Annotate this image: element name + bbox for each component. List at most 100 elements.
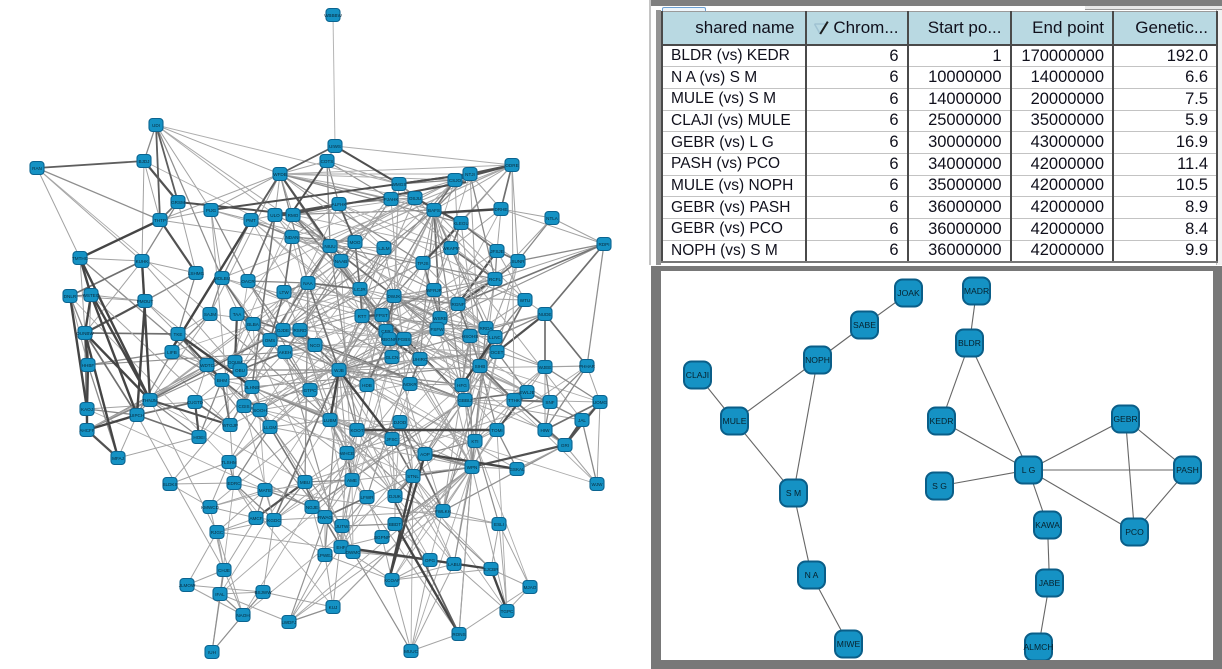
svg-text:JABE: JABE — [1038, 578, 1060, 588]
svg-text:FPST: FPST — [376, 313, 388, 318]
svg-text:HSOHS: HSOHS — [462, 334, 478, 339]
svg-text:MBU: MBU — [300, 480, 310, 485]
svg-text:EDRC: EDRC — [227, 481, 241, 486]
svg-text:BBDT: BBDT — [389, 522, 401, 527]
svg-text:LCJR: LCJR — [354, 287, 366, 292]
svg-text:MOLBU: MOLBU — [214, 276, 230, 281]
svg-text:OMS: OMS — [265, 338, 275, 343]
svg-text:CGIS: CGIS — [238, 404, 249, 409]
svg-text:PHHAR: PHHAR — [579, 364, 596, 369]
svg-text:THTP: THTP — [154, 218, 166, 223]
svg-text:RRDA: RRDA — [479, 326, 493, 331]
svg-text:WSRE: WSRE — [433, 316, 447, 321]
svg-text:OPG: OPG — [425, 558, 436, 563]
svg-text:UDI: UDI — [152, 123, 160, 128]
svg-text:KAWA: KAWA — [1035, 520, 1060, 530]
svg-text:LTW: LTW — [279, 290, 289, 295]
svg-text:WBBBW: WBBBW — [324, 13, 343, 18]
svg-text:AMCF: AMCF — [249, 516, 262, 521]
svg-text:MJAO: MJAO — [524, 585, 537, 590]
svg-text:BAFS: BAFS — [428, 208, 440, 213]
svg-text:WJB: WJB — [334, 368, 344, 373]
svg-text:BLDR: BLDR — [958, 338, 981, 348]
svg-text:PASH: PASH — [1176, 465, 1199, 475]
svg-text:WTU: WTU — [520, 298, 530, 303]
svg-text:RSRD: RSRD — [293, 328, 307, 333]
svg-text:LSHMG: LSHMG — [188, 271, 205, 276]
svg-text:RDPI: RDPI — [599, 242, 610, 247]
svg-text:LFWR: LFWR — [360, 495, 374, 500]
svg-text:PGBS: PGBS — [398, 337, 411, 342]
svg-text:EHF: EHF — [336, 545, 345, 550]
svg-text:OWMC: OWMC — [345, 550, 361, 555]
svg-text:GSKAL: GSKAL — [509, 467, 525, 472]
svg-text:JLMOW: JLMOW — [179, 583, 196, 588]
svg-text:NIUU: NIUU — [324, 244, 335, 249]
svg-text:MULE: MULE — [722, 416, 746, 426]
svg-text:NCO: NCO — [310, 343, 321, 348]
svg-text:DJUK: DJUK — [389, 494, 402, 499]
svg-text:SAJM: SAJM — [204, 312, 216, 317]
svg-text:WJW: WJW — [592, 482, 604, 487]
svg-text:LUBM: LUBM — [324, 418, 337, 423]
svg-text:RGNF: RGNF — [451, 302, 464, 307]
svg-text:S M: S M — [785, 488, 800, 498]
svg-text:LJLM: LJLM — [378, 246, 389, 251]
svg-text:HOEI: HOEI — [193, 435, 204, 440]
svg-text:KAOJ: KAOJ — [81, 407, 93, 412]
svg-text:UIWS: UIWS — [329, 144, 341, 149]
svg-text:BJDJ: BJDJ — [139, 159, 150, 164]
svg-text:GRSM: GRSM — [171, 200, 185, 205]
svg-text:MIWE: MIWE — [836, 639, 860, 649]
svg-text:EWLJE: EWLJE — [519, 390, 534, 395]
svg-text:TTHK: TTHK — [508, 398, 521, 403]
svg-text:NOPH: NOPH — [805, 355, 830, 365]
svg-text:COTS: COTS — [321, 159, 334, 164]
svg-text:SNF: SNF — [545, 400, 554, 405]
svg-text:RMO: RMO — [288, 213, 299, 218]
svg-text:GRI: GRI — [561, 443, 569, 448]
svg-text:SOOH: SOOH — [253, 408, 267, 413]
svg-text:NTLA: NTLA — [546, 216, 559, 221]
svg-text:LLNC: LLNC — [489, 335, 501, 340]
svg-text:KMWCD: KMWCD — [201, 505, 220, 510]
svg-text:JLHNB: JLHNB — [245, 385, 260, 390]
svg-text:OACR: OACR — [241, 279, 255, 284]
svg-text:NUDE: NUDE — [538, 312, 551, 317]
svg-text:UIPCH: UIPCH — [130, 413, 144, 418]
svg-text:DJOD: DJOD — [394, 420, 407, 425]
svg-text:S G: S G — [932, 481, 947, 491]
svg-text:CSJO: CSJO — [449, 178, 462, 183]
svg-text:PMOUT: PMOUT — [137, 299, 154, 304]
svg-text:KLEGU: KLEGU — [453, 221, 469, 226]
svg-text:L G: L G — [1021, 465, 1035, 475]
svg-text:TKE: TKE — [174, 332, 183, 337]
svg-text:KEDR: KEDR — [929, 416, 953, 426]
svg-text:TMTHC: TMTHC — [72, 256, 89, 261]
svg-text:HHBF: HHBF — [82, 363, 95, 368]
svg-text:NTJI: NTJI — [465, 172, 475, 177]
svg-text:RTT: RTT — [358, 314, 367, 319]
svg-text:GTPC: GTPC — [304, 388, 317, 393]
svg-text:SLDKS: SLDKS — [162, 482, 177, 487]
svg-text:LLGM: LLGM — [264, 425, 277, 430]
svg-text:WFRJR: WFRJR — [426, 288, 443, 293]
svg-text:MATE: MATE — [259, 488, 271, 493]
svg-text:GBBIJ: GBBIJ — [458, 398, 471, 403]
svg-text:RBGNR: RBGNR — [381, 337, 398, 342]
svg-text:KTI: KTI — [471, 439, 478, 444]
svg-text:NAAB: NAAB — [335, 259, 348, 264]
svg-text:GLCN: GLCN — [386, 355, 399, 360]
svg-text:IUH: IUH — [208, 650, 216, 655]
svg-text:ALMCH: ALMCH — [1023, 642, 1053, 652]
svg-text:KUHK: KUHK — [136, 259, 150, 264]
svg-text:CHJE: CHJE — [218, 568, 230, 573]
svg-text:WDTC: WDTC — [200, 363, 214, 368]
svg-text:SABE: SABE — [853, 320, 876, 330]
svg-text:GOUM: GOUM — [228, 360, 242, 365]
svg-text:WFDB: WFDB — [273, 172, 287, 177]
svg-text:WHCE: WHCE — [340, 451, 354, 456]
svg-text:AME: AME — [347, 478, 357, 483]
svg-text:NDAN: NDAN — [285, 235, 298, 240]
svg-text:WTGJP: WTGJP — [222, 423, 238, 428]
